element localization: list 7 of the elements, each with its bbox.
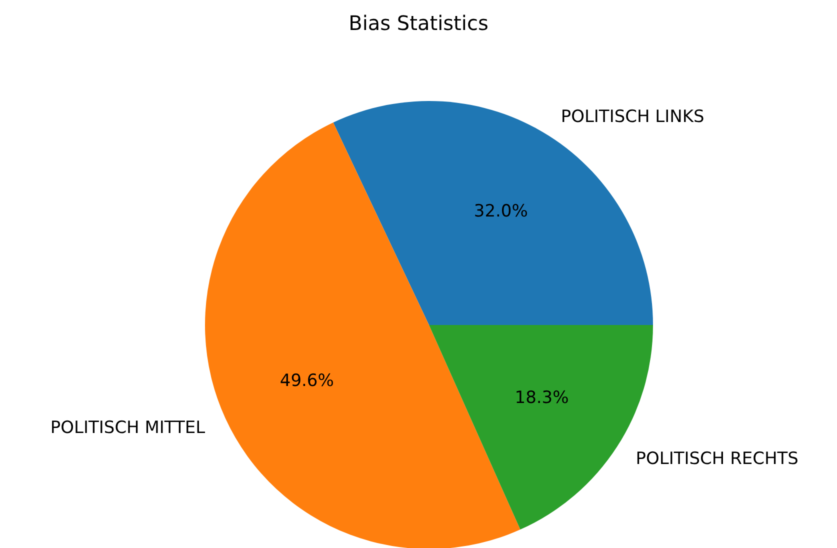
chart-title: Bias Statistics <box>348 11 488 35</box>
data-label: 18.3% <box>514 388 569 408</box>
slice-label: POLITISCH LINKS <box>560 106 704 127</box>
data-label: 32.0% <box>474 201 528 222</box>
slice-label: POLITISCH MITTEL <box>50 418 206 438</box>
slice-label: POLITISCH RECHTS <box>636 449 798 470</box>
data-label: 49.6% <box>280 371 334 392</box>
